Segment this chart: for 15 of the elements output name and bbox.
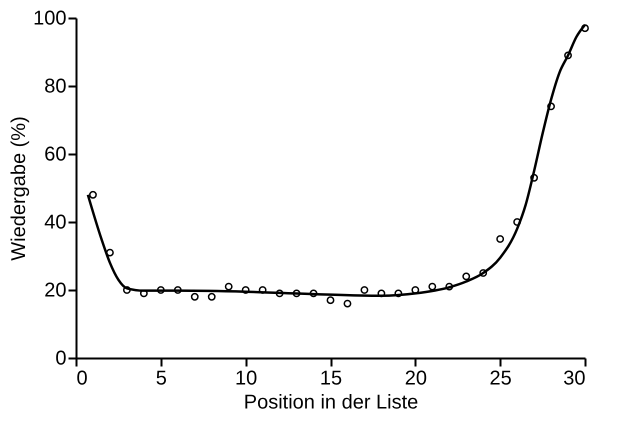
- x-tick-label: 0: [76, 368, 88, 390]
- y-tick-label: 60: [44, 144, 66, 166]
- y-tick-label: 100: [33, 8, 66, 30]
- x-tick-label: 25: [490, 368, 512, 390]
- x-tick-label: 30: [563, 368, 586, 390]
- x-tick-label: 5: [156, 368, 167, 390]
- x-tick-label: 10: [235, 368, 258, 390]
- x-tick-label: 15: [320, 368, 342, 390]
- y-tick-label: 80: [44, 76, 66, 98]
- y-axis-title: Wiedergabe (%): [8, 116, 30, 261]
- x-axis-title: Position in der Liste: [244, 392, 418, 414]
- y-tick-label: 20: [44, 280, 66, 302]
- y-tick-label: 0: [55, 348, 66, 370]
- x-tick-label: 20: [404, 368, 427, 390]
- y-tick-label: 40: [44, 212, 66, 234]
